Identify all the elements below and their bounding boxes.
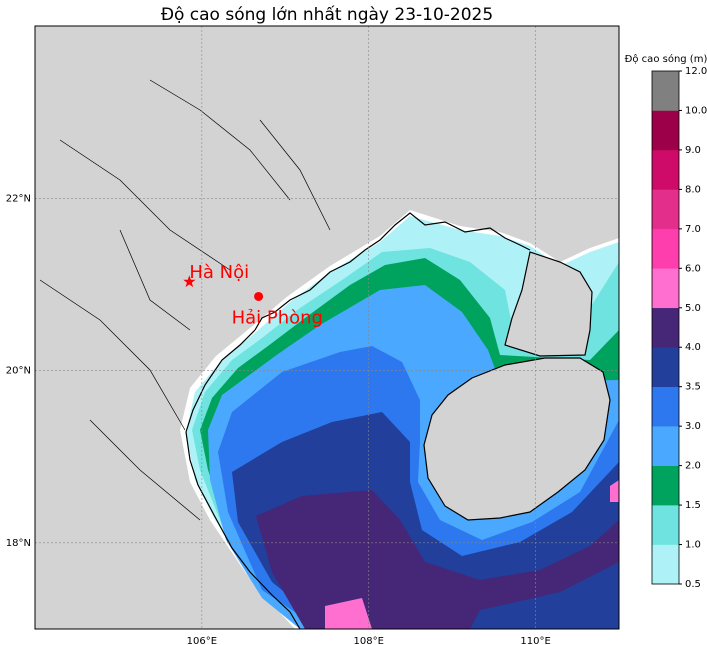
colorbar-tick-label: 6.0 xyxy=(685,263,701,274)
colorbar-bin xyxy=(652,149,679,190)
sea-layer xyxy=(180,210,619,629)
city-marker xyxy=(183,275,196,288)
colorbar-label: Độ cao sóng (m) xyxy=(625,53,707,65)
colorbar: 0.5 1.0 1.5 2.0 3.0 3.5 4.0 5.0 6.0 7.0 8.0 9.0 10.0… xyxy=(651,66,707,590)
y-tick-label: 20°N xyxy=(6,366,31,377)
wave-height-zone xyxy=(325,598,372,629)
colorbar-bin xyxy=(652,544,679,585)
colorbar-tick-label: 3.0 xyxy=(685,421,701,432)
colorbar-bin xyxy=(652,268,679,309)
map-axes: 106°E 108°E 110°E 18°N 20°N 22°N xyxy=(6,26,619,645)
map-frame xyxy=(34,25,620,630)
colorbar-bin xyxy=(652,71,679,111)
x-tick-label: 110°E xyxy=(520,636,550,645)
coastline xyxy=(254,212,531,331)
colorbar-tick-label: 1.5 xyxy=(685,500,701,511)
colorbar-tick-label: 0.5 xyxy=(685,579,701,590)
colorbar-tick-label: 10.0 xyxy=(685,105,707,116)
x-tick-label: 106°E xyxy=(187,636,217,645)
coastline xyxy=(185,329,301,630)
colorbar-bin xyxy=(652,386,679,427)
wave-height-zone xyxy=(610,480,619,502)
province-border xyxy=(39,79,331,521)
x-tick-label: 108°E xyxy=(354,636,384,645)
leizhou-peninsula xyxy=(504,251,593,357)
colorbar-tick-label: 2.0 xyxy=(685,461,701,472)
colorbar-frame xyxy=(651,70,680,585)
colorbar-bin xyxy=(652,347,679,387)
colorbar-bin xyxy=(652,465,679,506)
colorbar-bin xyxy=(652,189,679,230)
colorbar-tick-label: 8.0 xyxy=(685,184,701,195)
colorbar-bin xyxy=(652,110,679,151)
city-layer: Hà Nội Hải Phòng xyxy=(183,262,323,328)
colorbar-tick-label: 5.0 xyxy=(685,303,701,314)
y-tick-label: 22°N xyxy=(6,193,31,204)
city-label: Hải Phòng xyxy=(232,307,323,328)
colorbar-bin xyxy=(652,426,679,466)
colorbar-tick-label: 3.5 xyxy=(685,382,701,393)
colorbar-tick-label: 7.0 xyxy=(685,224,701,235)
colorbar-tick-label: 12.0 xyxy=(685,66,707,77)
colorbar-bin xyxy=(652,228,679,269)
colorbar-bin xyxy=(652,307,679,348)
wave-height-zone xyxy=(256,490,619,629)
hainan-island xyxy=(423,357,611,521)
colorbar-tick-label: 9.0 xyxy=(685,145,701,156)
city-marker xyxy=(254,291,264,301)
y-tick-label: 18°N xyxy=(6,538,31,549)
city-label: Hà Nội xyxy=(189,262,249,283)
map-title: Độ cao sóng lớn nhất ngày 23-10-2025 xyxy=(161,4,493,25)
colorbar-bin xyxy=(652,505,679,545)
colorbar-tick-label: 4.0 xyxy=(685,342,701,353)
colorbar-tick-label: 1.0 xyxy=(685,540,701,551)
land-layer xyxy=(39,79,611,630)
